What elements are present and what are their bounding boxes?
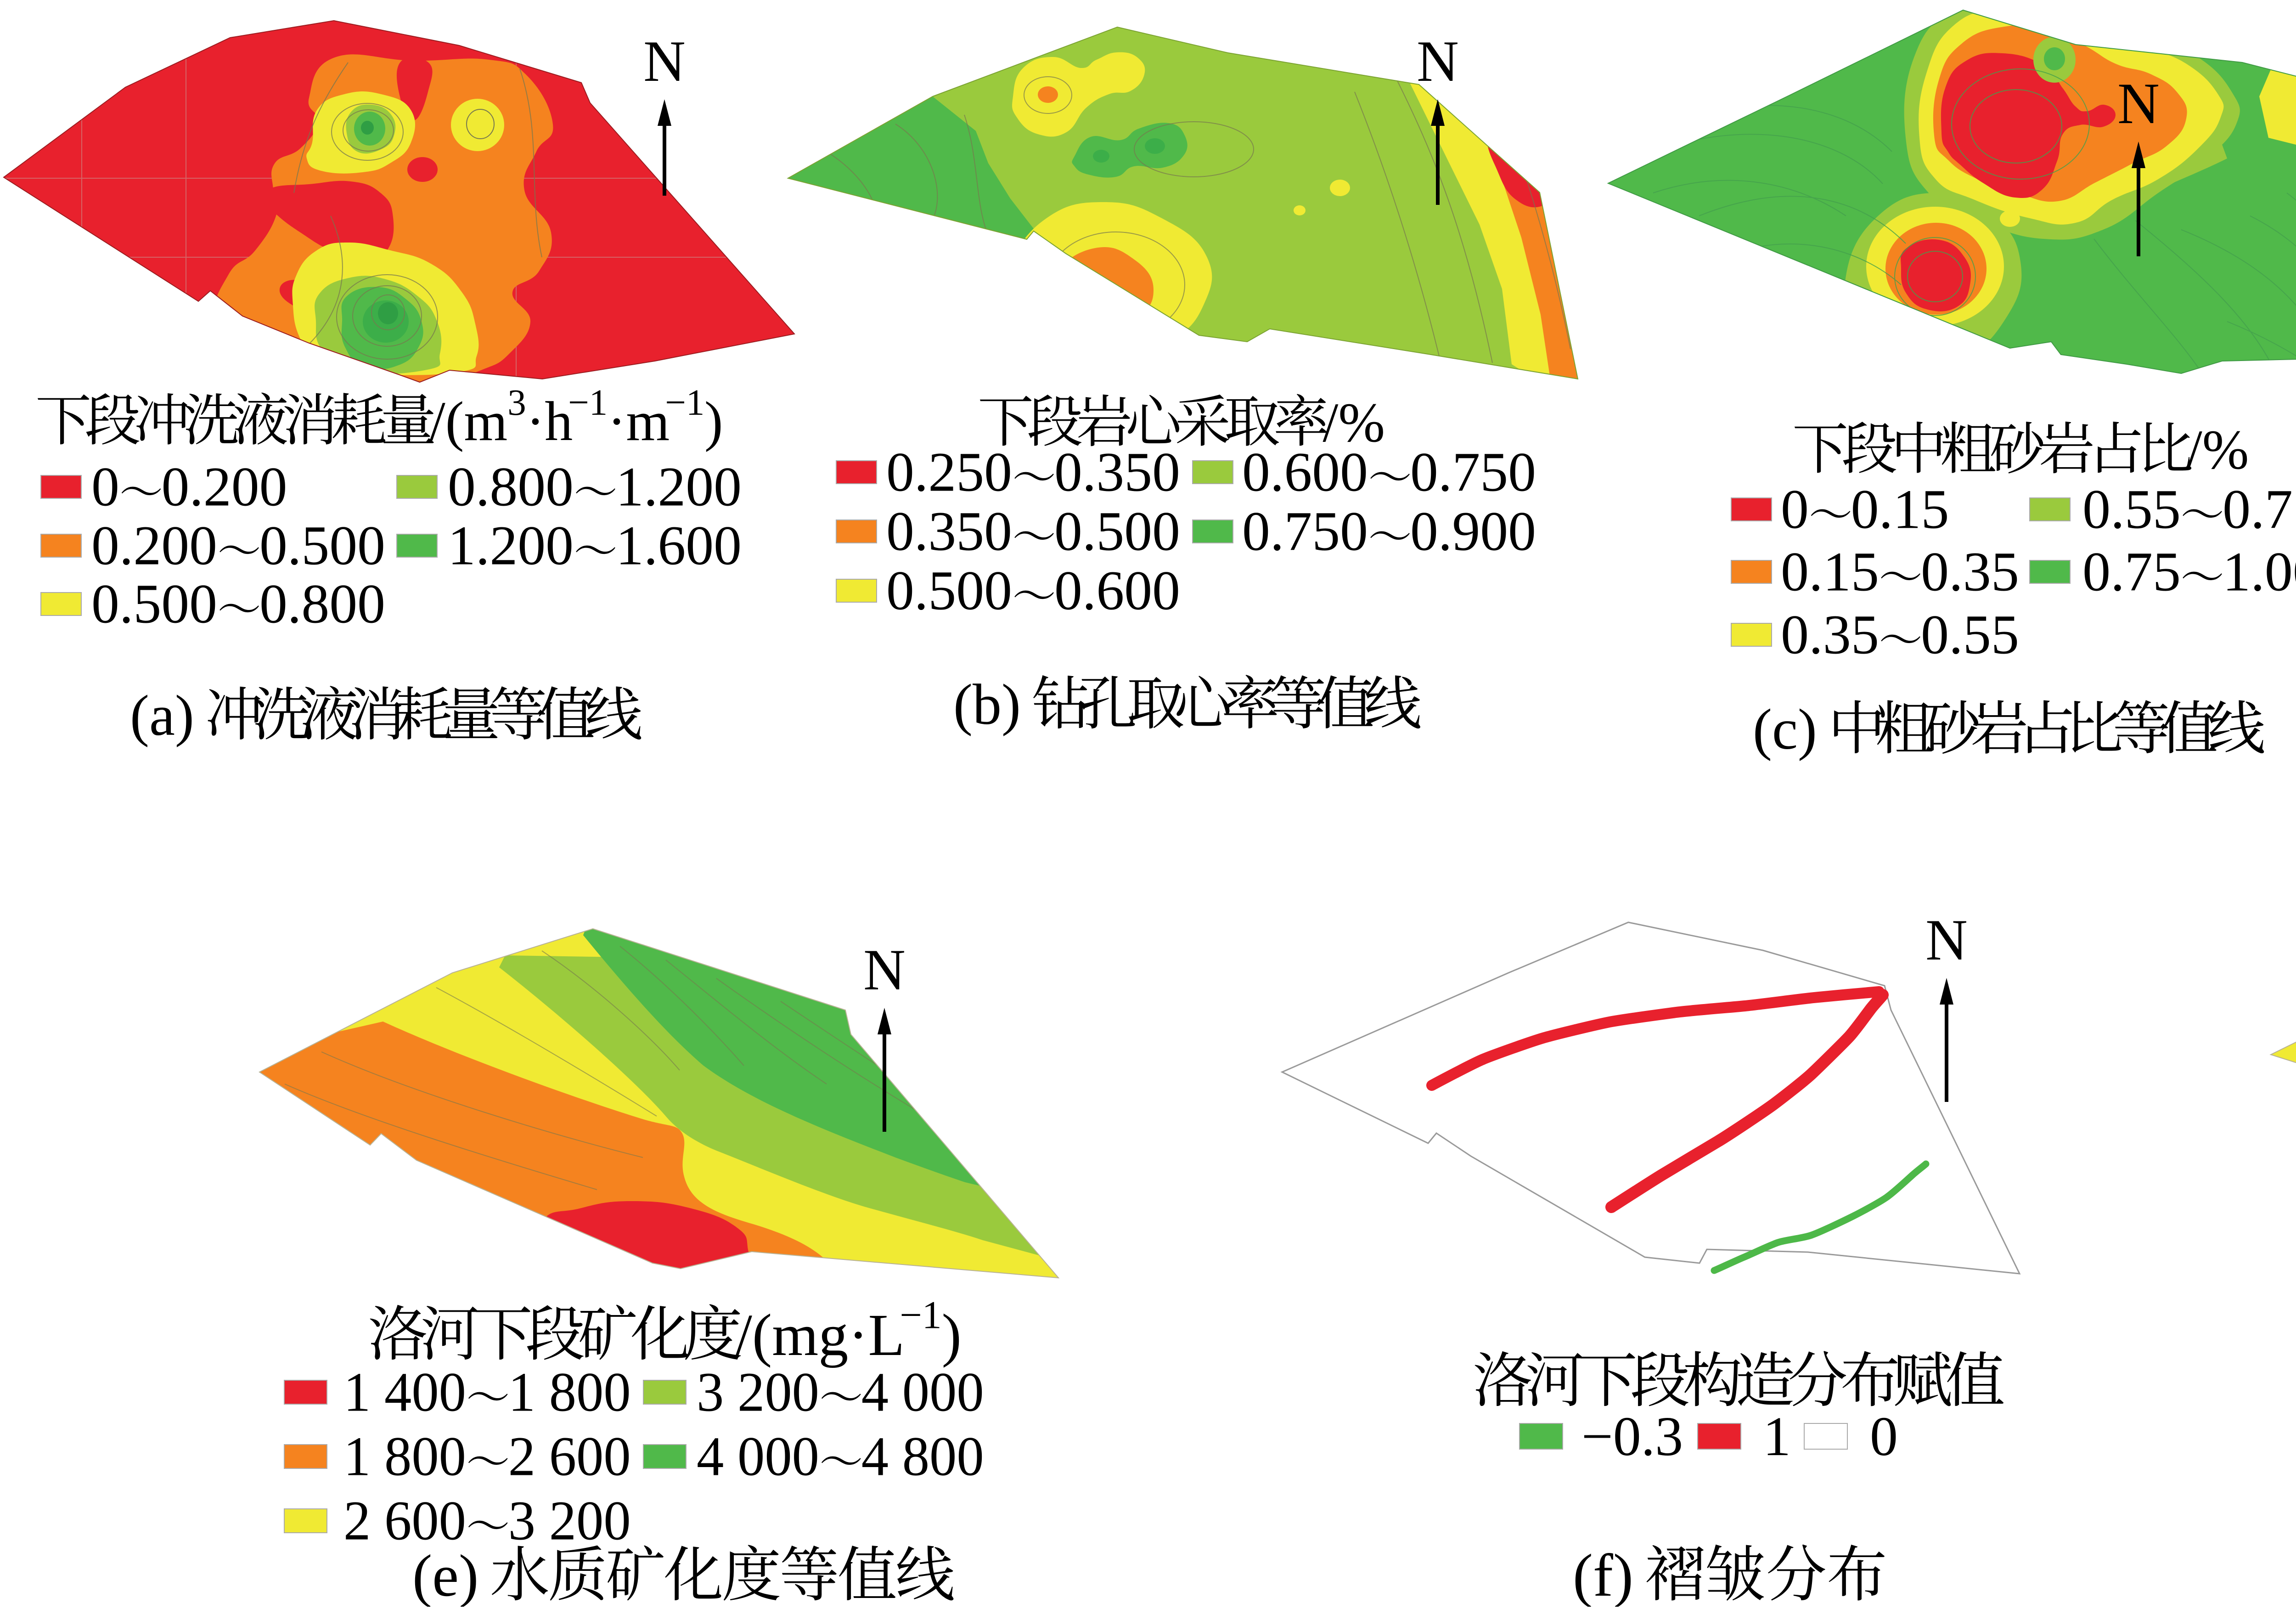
svg-text:N: N: [1417, 29, 1459, 94]
svg-text:0.900: 0.900: [1410, 500, 1536, 562]
svg-text:1.00: 1.00: [2223, 541, 2296, 603]
svg-text:0.350: 0.350: [1054, 441, 1180, 503]
svg-text:(a): (a): [130, 684, 194, 748]
svg-text:N: N: [1925, 908, 1968, 972]
svg-text:4 800: 4 800: [861, 1425, 984, 1487]
svg-text:/(mg·L: /(mg·L: [736, 1302, 905, 1368]
svg-text:N: N: [643, 29, 686, 94]
svg-text:0.800: 0.800: [448, 456, 574, 518]
svg-text:0.75: 0.75: [2082, 541, 2181, 603]
svg-text:1.600: 1.600: [616, 514, 742, 576]
svg-text:0.600: 0.600: [1054, 559, 1180, 621]
svg-text:0: 0: [1781, 478, 1809, 540]
svg-text:3 200: 3 200: [697, 1361, 819, 1423]
svg-text:/%: /%: [2187, 419, 2249, 481]
svg-text:0.750: 0.750: [1242, 500, 1368, 562]
svg-text:0.500: 0.500: [1054, 500, 1180, 562]
svg-text:4 000: 4 000: [861, 1361, 984, 1423]
svg-text:−1: −1: [900, 1293, 942, 1337]
svg-text:1.200: 1.200: [616, 456, 742, 518]
svg-text:0.35: 0.35: [1781, 604, 1879, 666]
svg-text:0: 0: [91, 456, 119, 518]
svg-text:−1: −1: [665, 382, 704, 423]
svg-text:3: 3: [507, 382, 526, 423]
svg-text:N: N: [863, 938, 906, 1002]
svg-text:(e): (e): [412, 1543, 478, 1607]
svg-text:): ): [704, 390, 723, 452]
svg-text:0.55: 0.55: [1921, 604, 2019, 666]
svg-text:−0.3: −0.3: [1581, 1406, 1683, 1468]
svg-text:1: 1: [1763, 1406, 1791, 1468]
svg-text:0.350: 0.350: [886, 500, 1012, 562]
svg-text:0.200: 0.200: [162, 456, 287, 518]
svg-text:0: 0: [1870, 1406, 1898, 1468]
svg-text:0.500: 0.500: [259, 514, 385, 576]
svg-text:): ): [942, 1302, 962, 1368]
svg-text:−1: −1: [568, 382, 608, 423]
svg-text:0.800: 0.800: [259, 573, 385, 635]
svg-text:1 800: 1 800: [343, 1425, 466, 1487]
svg-text:0.200: 0.200: [91, 514, 217, 576]
svg-text:0.15: 0.15: [1851, 478, 1949, 540]
svg-text:2 600: 2 600: [343, 1490, 466, 1552]
svg-text:(f): (f): [1573, 1541, 1633, 1607]
svg-text:0.500: 0.500: [91, 573, 217, 635]
svg-text:/%: /%: [1323, 392, 1385, 454]
svg-text:0.250: 0.250: [886, 441, 1012, 503]
svg-text:0.600: 0.600: [1242, 441, 1368, 503]
svg-text:1 800: 1 800: [508, 1361, 631, 1423]
svg-text:1 400: 1 400: [343, 1361, 466, 1423]
svg-text:·m: ·m: [608, 390, 670, 452]
svg-text:0.500: 0.500: [886, 559, 1012, 621]
svg-text:0.35: 0.35: [1921, 541, 2019, 603]
svg-text:0.55: 0.55: [2082, 478, 2181, 540]
svg-text:3 200: 3 200: [508, 1490, 631, 1552]
svg-text:4 000: 4 000: [697, 1425, 819, 1487]
svg-text:/(m: /(m: [430, 390, 507, 452]
svg-text:0.75: 0.75: [2223, 478, 2296, 540]
svg-text:1.200: 1.200: [448, 514, 574, 576]
svg-text:2 600: 2 600: [508, 1425, 631, 1487]
svg-text:·h: ·h: [526, 390, 573, 452]
svg-text:(c): (c): [1753, 698, 1817, 762]
svg-text:N: N: [2117, 72, 2160, 136]
svg-text:(b): (b): [953, 673, 1021, 737]
svg-text:0.15: 0.15: [1781, 541, 1879, 603]
svg-text:0.750: 0.750: [1410, 441, 1536, 503]
